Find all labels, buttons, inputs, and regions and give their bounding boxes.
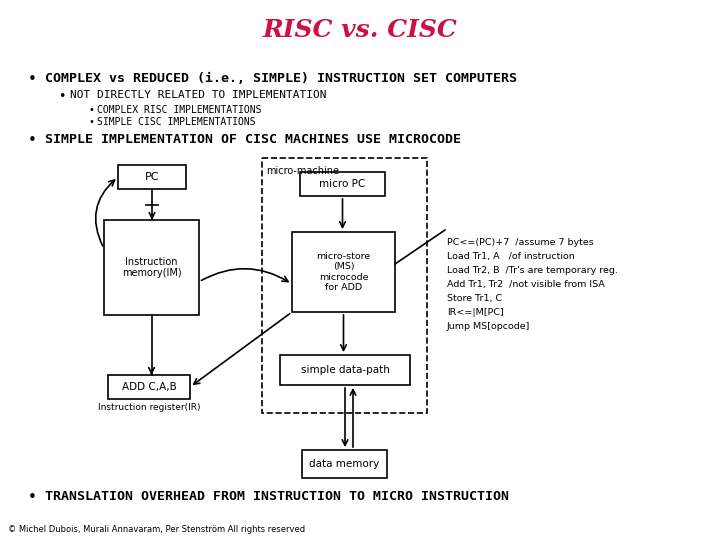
Text: Load Tr2, B  /Tr's are temporary reg.: Load Tr2, B /Tr's are temporary reg. [447,266,618,275]
Text: ADD C,A,B: ADD C,A,B [122,382,176,392]
Bar [292,232,395,312]
Text: SIMPLE IMPLEMENTATION OF CISC MACHINES USE MICROCODE: SIMPLE IMPLEMENTATION OF CISC MACHINES U… [45,133,461,146]
Text: COMPLEX vs REDUCED (i.e., SIMPLE) INSTRUCTION SET COMPUTERS: COMPLEX vs REDUCED (i.e., SIMPLE) INSTRU… [45,72,517,85]
Text: COMPLEX RISC IMPLEMENTATIONS: COMPLEX RISC IMPLEMENTATIONS [97,105,261,115]
Text: TRANSLATION OVERHEAD FROM INSTRUCTION TO MICRO INSTRUCTION: TRANSLATION OVERHEAD FROM INSTRUCTION TO… [45,490,509,503]
Bar [262,158,427,413]
Bar [280,355,410,385]
Text: •: • [28,133,37,148]
Bar [108,375,190,399]
Text: micro PC: micro PC [320,179,366,189]
Text: Load Tr1, A   /of instruction: Load Tr1, A /of instruction [447,252,575,261]
Text: Add Tr1, Tr2  /not visible from ISA: Add Tr1, Tr2 /not visible from ISA [447,280,605,289]
Text: micro-store
(MS)
microcode
for ADD: micro-store (MS) microcode for ADD [316,252,371,292]
Text: SIMPLE CISC IMPLEMENTATIONS: SIMPLE CISC IMPLEMENTATIONS [97,117,256,127]
Bar [118,165,186,189]
Text: •: • [88,105,94,115]
Bar [104,220,199,315]
Text: micro-machine: micro-machine [266,166,339,176]
Text: •: • [28,490,37,505]
Text: Instruction
memory(IM): Instruction memory(IM) [122,256,181,278]
Text: IR<=|M[PC]: IR<=|M[PC] [447,308,504,317]
Bar [300,172,385,196]
Text: •: • [28,72,37,87]
Text: PC<=(PC)+7  /assume 7 bytes: PC<=(PC)+7 /assume 7 bytes [447,238,594,247]
Text: Instruction register(IR): Instruction register(IR) [98,403,200,412]
Text: RISC vs. CISC: RISC vs. CISC [263,18,457,42]
Text: •: • [88,117,94,127]
Bar [302,450,387,478]
Text: PC: PC [145,172,159,182]
Text: Store Tr1, C: Store Tr1, C [447,294,502,303]
Text: Jump MS[opcode]: Jump MS[opcode] [447,322,531,331]
Text: © Michel Dubois, Murali Annavaram, Per Stenström All rights reserved: © Michel Dubois, Murali Annavaram, Per S… [8,525,305,534]
Text: •: • [58,90,66,103]
Text: data memory: data memory [310,459,379,469]
Text: simple data-path: simple data-path [300,365,390,375]
Text: NOT DIRECTLY RELATED TO IMPLEMENTATION: NOT DIRECTLY RELATED TO IMPLEMENTATION [70,90,326,100]
